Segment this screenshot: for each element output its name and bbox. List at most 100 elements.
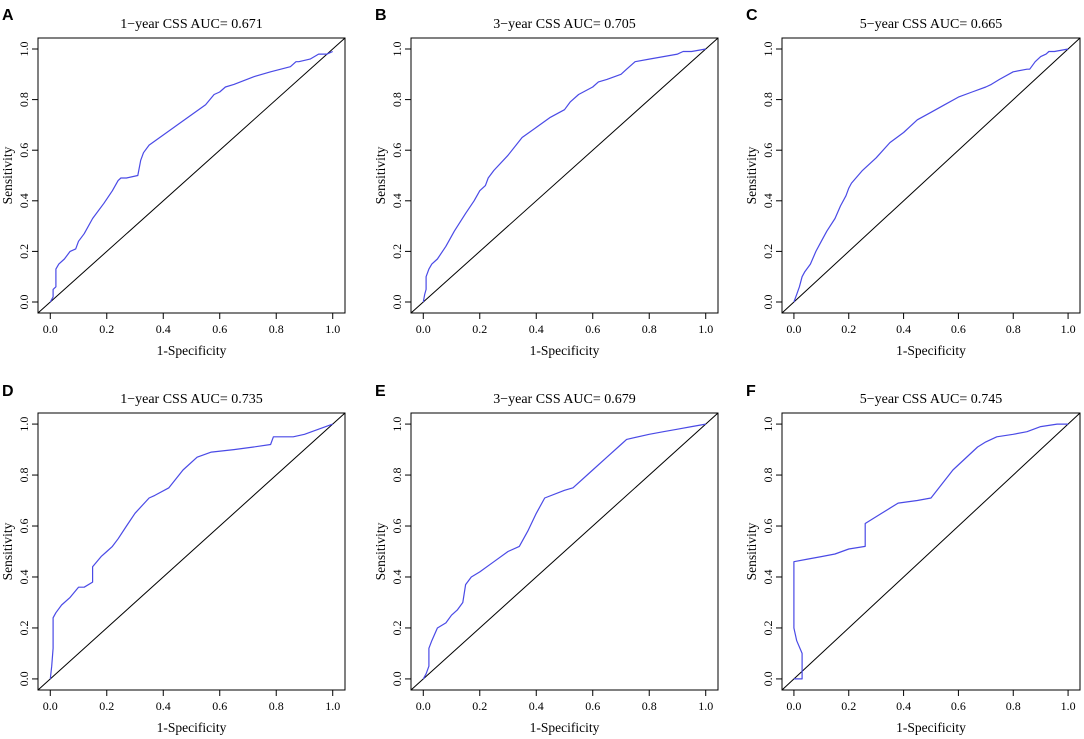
x-tick-label: 0.0 [786, 699, 801, 713]
chart-title: 1−year CSS AUC= 0.735 [120, 392, 263, 407]
chart-title: 5−year CSS AUC= 0.665 [860, 17, 1003, 32]
y-tick-label: 1.0 [390, 417, 404, 432]
x-tick-label: 0.8 [269, 322, 284, 336]
y-tick-label: 0.4 [17, 569, 31, 584]
y-tick-label: 0.2 [390, 620, 404, 635]
roc-curve [49, 50, 333, 303]
x-tick-label: 0.8 [269, 699, 284, 713]
plot-frame [37, 37, 346, 314]
y-axis-label: Sensitivity [373, 522, 388, 580]
reference-diagonal [781, 412, 1081, 691]
panel-c: C 5−year CSS AUC= 0.665 0.0 0.2 0.4 0.6 0.8 1.0… [744, 7, 1081, 358]
y-tick-label: 1.0 [17, 417, 31, 432]
x-tick-label: 1.0 [325, 699, 340, 713]
y-tick-label: 0.4 [17, 193, 31, 208]
roc-curve [422, 48, 706, 303]
y-tick-label: 0.0 [390, 295, 404, 310]
x-axis-label: 1-Specificity [157, 343, 227, 358]
y-tick-label: 0.4 [390, 569, 404, 584]
chart-title: 5−year CSS AUC= 0.745 [860, 392, 1003, 407]
y-tick-label: 1.0 [761, 417, 775, 432]
x-tick-label: 0.2 [841, 322, 856, 336]
plot-frame [410, 37, 719, 314]
y-tick-label: 0.6 [17, 143, 31, 158]
y-tick-label: 0.0 [761, 295, 775, 310]
y-tick-label: 0.2 [761, 244, 775, 259]
panel-letter: C [746, 7, 758, 24]
panel-letter: F [746, 383, 756, 400]
reference-diagonal [37, 37, 346, 314]
x-tick-label: 0.2 [472, 322, 487, 336]
x-tick-label: 1.0 [1061, 322, 1076, 336]
x-tick-label: 0.4 [896, 322, 911, 336]
y-tick-label: 0.4 [761, 193, 775, 208]
x-tick-label: 0.8 [642, 699, 657, 713]
y-tick-label: 0.2 [390, 244, 404, 259]
y-tick-label: 0.6 [761, 519, 775, 534]
y-tick-label: 0.2 [17, 244, 31, 259]
x-tick-label: 0.2 [99, 699, 114, 713]
y-tick-label: 1.0 [17, 42, 31, 57]
panel-e: E 3−year CSS AUC= 0.679 0.0 0.2 0.4 0.6 0.8 1.0… [373, 383, 719, 735]
x-tick-label: 0.6 [951, 699, 966, 713]
y-tick-label: 0.8 [390, 468, 404, 483]
y-tick-label: 0.8 [17, 468, 31, 483]
y-tick-label: 0.6 [17, 519, 31, 534]
plot-frame [410, 412, 719, 691]
panel-b: B 3−year CSS AUC= 0.705 0.0 0.2 0.4 0.6 0.8 1.0… [373, 7, 719, 358]
x-axis-label: 1-Specificity [530, 343, 600, 358]
y-tick-label: 0.6 [390, 143, 404, 158]
x-tick-label: 0.8 [1006, 699, 1021, 713]
y-tick-label: 0.8 [761, 468, 775, 483]
x-tick-label: 1.0 [1061, 699, 1076, 713]
x-tick-label: 0.8 [1006, 322, 1021, 336]
x-tick-label: 0.4 [896, 699, 911, 713]
y-tick-label: 0.8 [390, 92, 404, 107]
x-tick-label: 0.0 [416, 322, 431, 336]
y-tick-label: 0.6 [761, 143, 775, 158]
y-axis-label: Sensitivity [744, 146, 759, 204]
y-axis-label: Sensitivity [0, 146, 15, 204]
panel-letter: E [375, 383, 386, 400]
x-tick-label: 1.0 [698, 322, 713, 336]
y-tick-label: 0.6 [390, 519, 404, 534]
panel-f: F 5−year CSS AUC= 0.745 0.0 0.2 0.4 0.6 0.8 1.0… [744, 383, 1081, 735]
plot-frame [781, 37, 1081, 314]
panel-letter: D [2, 383, 14, 400]
y-tick-label: 0.0 [761, 671, 775, 686]
x-tick-label: 0.2 [841, 699, 856, 713]
x-tick-label: 0.4 [156, 699, 171, 713]
x-axis-label: 1-Specificity [896, 720, 966, 735]
panel-letter: B [375, 7, 387, 24]
y-tick-label: 0.0 [390, 671, 404, 686]
x-tick-label: 0.0 [786, 322, 801, 336]
plot-frame [781, 412, 1081, 691]
y-axis-label: Sensitivity [744, 522, 759, 580]
y-tick-label: 0.2 [17, 620, 31, 635]
x-tick-label: 0.2 [472, 699, 487, 713]
chart-title: 1−year CSS AUC= 0.671 [120, 17, 263, 32]
reference-diagonal [37, 412, 346, 691]
x-tick-label: 0.2 [99, 322, 114, 336]
x-tick-label: 0.8 [642, 322, 657, 336]
x-axis-label: 1-Specificity [530, 720, 600, 735]
plot-frame [37, 412, 346, 691]
reference-diagonal [781, 37, 1081, 314]
x-tick-label: 0.6 [585, 699, 600, 713]
chart-title: 3−year CSS AUC= 0.679 [493, 392, 636, 407]
y-axis-label: Sensitivity [373, 146, 388, 204]
x-tick-label: 0.4 [529, 322, 544, 336]
y-tick-label: 0.4 [390, 193, 404, 208]
y-tick-label: 1.0 [390, 42, 404, 57]
y-tick-label: 0.2 [761, 620, 775, 635]
x-tick-label: 1.0 [325, 322, 340, 336]
x-axis-label: 1-Specificity [157, 720, 227, 735]
y-axis-label: Sensitivity [0, 522, 15, 580]
y-tick-label: 1.0 [761, 42, 775, 57]
chart-title: 3−year CSS AUC= 0.705 [493, 17, 636, 32]
x-tick-label: 0.0 [416, 699, 431, 713]
roc-curve [793, 48, 1069, 303]
x-tick-label: 0.0 [43, 322, 58, 336]
